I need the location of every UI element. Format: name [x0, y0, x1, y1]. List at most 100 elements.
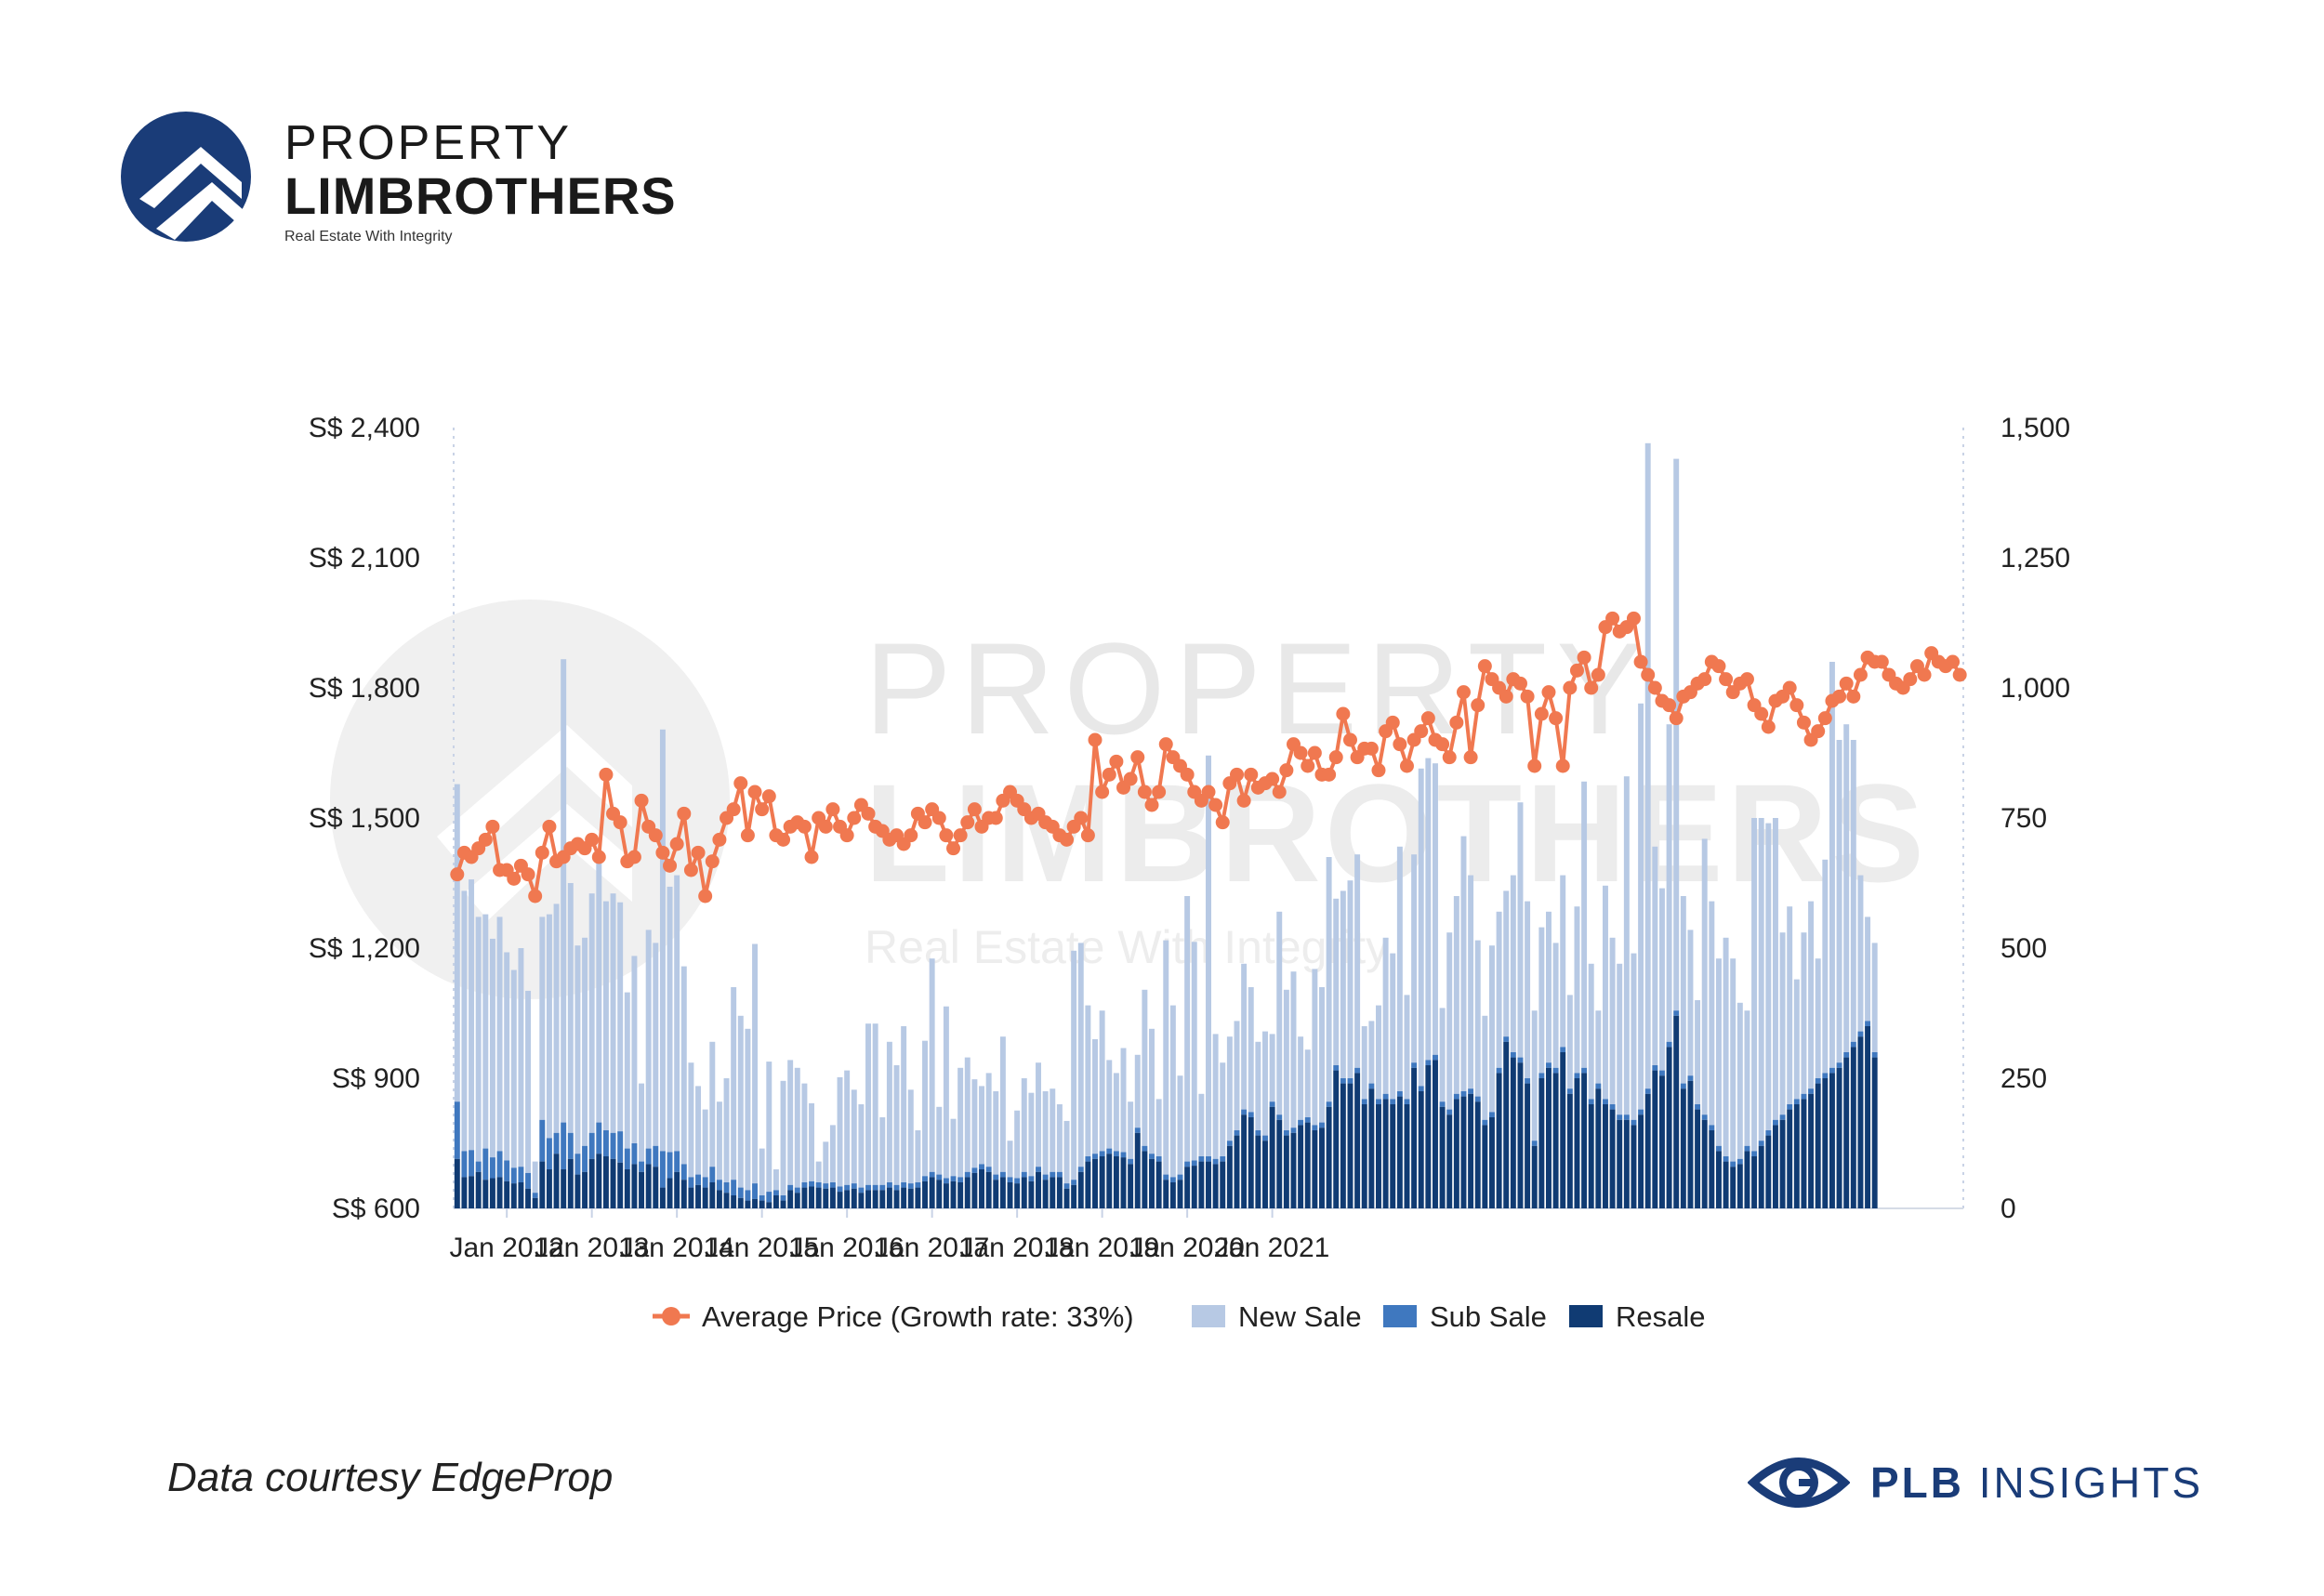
price-point — [1244, 767, 1259, 782]
price-point — [1739, 672, 1754, 687]
bar-resale — [1489, 1117, 1495, 1208]
bar-new-sale — [1340, 890, 1346, 1078]
bar-sub-sale — [1801, 1093, 1807, 1100]
bar-new-sale — [602, 901, 609, 1130]
bar-new-sale — [1304, 1049, 1311, 1117]
bar-sub-sale — [518, 1167, 524, 1182]
bar-sub-sale — [1687, 1075, 1694, 1081]
bar-sub-sale — [1715, 1145, 1722, 1152]
bar-new-sale — [1177, 1075, 1183, 1175]
bar-new-sale — [617, 902, 624, 1132]
bar-new-sale — [1234, 1021, 1240, 1130]
price-point — [988, 811, 1003, 825]
bar-new-sale — [1617, 963, 1623, 1115]
bar-resale — [1220, 1161, 1226, 1208]
bar-new-sale — [1510, 875, 1516, 1052]
bar-resale — [1014, 1183, 1021, 1208]
bar-new-sale — [886, 1041, 892, 1182]
bar-sub-sale — [1042, 1174, 1049, 1181]
bar-resale — [1106, 1154, 1113, 1208]
bar-sub-sale — [1206, 1156, 1211, 1162]
bar-sub-sale — [1134, 1128, 1141, 1133]
bar-sub-sale — [1482, 1119, 1488, 1126]
bar-resale — [745, 1200, 751, 1208]
legend-label-new-sale: New Sale — [1238, 1300, 1362, 1333]
bar-resale — [1772, 1125, 1778, 1208]
bar-sub-sale — [1085, 1156, 1091, 1162]
bar-sub-sale — [1269, 1101, 1275, 1107]
bar-sub-sale — [1474, 1096, 1481, 1102]
bar-sub-sale — [1850, 1041, 1856, 1048]
bar-new-sale — [1815, 958, 1821, 1078]
bar-sub-sale — [1425, 1060, 1432, 1065]
price-point — [967, 802, 982, 817]
bar-new-sale — [1751, 818, 1758, 1152]
bar-sub-sale — [1212, 1158, 1219, 1165]
bar-resale — [454, 1158, 460, 1208]
bar-sub-sale — [922, 1176, 928, 1181]
brand-name-line1: PROPERTY — [284, 116, 573, 170]
brand-text: PROPERTY LIMBROTHERS Real Estate With In… — [284, 117, 677, 245]
price-point — [591, 850, 606, 864]
bar-sub-sale — [1276, 1115, 1283, 1120]
bar-resale — [1644, 1093, 1651, 1208]
bar-new-sale — [1779, 932, 1786, 1115]
price-point — [1697, 672, 1712, 687]
price-point — [705, 854, 720, 869]
bar-new-sale — [624, 992, 630, 1149]
bar-new-sale — [745, 1028, 751, 1191]
bar-new-sale — [1376, 1005, 1381, 1100]
price-point — [804, 850, 819, 864]
price-point — [1662, 698, 1677, 713]
price-point — [1591, 667, 1605, 682]
price-point — [1626, 611, 1641, 626]
bar-sub-sale — [1368, 1083, 1375, 1089]
bar-resale — [567, 1158, 574, 1208]
brand-name-line2: LIMBROTHERS — [284, 166, 677, 225]
price-point — [1605, 611, 1620, 626]
bar-new-sale — [1050, 1088, 1056, 1172]
bar-new-sale — [1588, 963, 1594, 1100]
bar-sub-sale — [532, 1193, 538, 1198]
bar-new-sale — [1368, 1021, 1375, 1084]
bar-resale — [1128, 1164, 1134, 1208]
bar-sub-sale — [993, 1174, 999, 1181]
x-axis-tick-label: Jan 2017 — [875, 1233, 989, 1263]
bar-new-sale — [915, 1130, 921, 1182]
bar-new-sale — [610, 893, 616, 1133]
bar-resale — [1255, 1135, 1261, 1208]
bar-new-sale — [1871, 943, 1878, 1052]
bar-new-sale — [1198, 1093, 1205, 1156]
bar-new-sale — [1099, 1010, 1105, 1152]
bar-new-sale — [1602, 885, 1608, 1100]
bar-resale — [546, 1169, 552, 1208]
bar-sub-sale — [780, 1195, 786, 1201]
right-axis-tick-label: 250 — [2000, 1063, 2047, 1094]
bar-new-sale — [1255, 1041, 1261, 1130]
bar-sub-sale — [1758, 1141, 1764, 1146]
bar-resale — [1071, 1184, 1077, 1208]
bar-sub-sale — [823, 1183, 829, 1189]
price-point — [1449, 715, 1464, 730]
price-point — [1328, 750, 1343, 765]
price-point — [1832, 689, 1847, 704]
bar-new-sale — [1163, 940, 1169, 1175]
bar-resale — [858, 1193, 865, 1208]
bar-resale — [667, 1178, 673, 1208]
bar-new-sale — [929, 958, 935, 1172]
bar-new-sale — [1169, 1005, 1176, 1178]
bar-resale — [1298, 1125, 1304, 1208]
bar-resale — [1283, 1135, 1289, 1208]
bar-new-sale — [1347, 880, 1353, 1078]
legend-sub-sale-swatch — [1383, 1305, 1417, 1327]
bar-new-sale — [1517, 802, 1524, 1058]
bar-new-sale — [1715, 958, 1722, 1146]
bar-resale — [1787, 1109, 1793, 1208]
bar-sub-sale — [674, 1151, 680, 1172]
bar-new-sale — [461, 890, 468, 1152]
bar-resale — [1865, 1026, 1871, 1208]
bar-sub-sale — [1644, 1088, 1651, 1094]
bar-sub-sale — [1106, 1148, 1113, 1154]
bar-resale — [1758, 1145, 1764, 1208]
bar-sub-sale — [1021, 1171, 1027, 1178]
